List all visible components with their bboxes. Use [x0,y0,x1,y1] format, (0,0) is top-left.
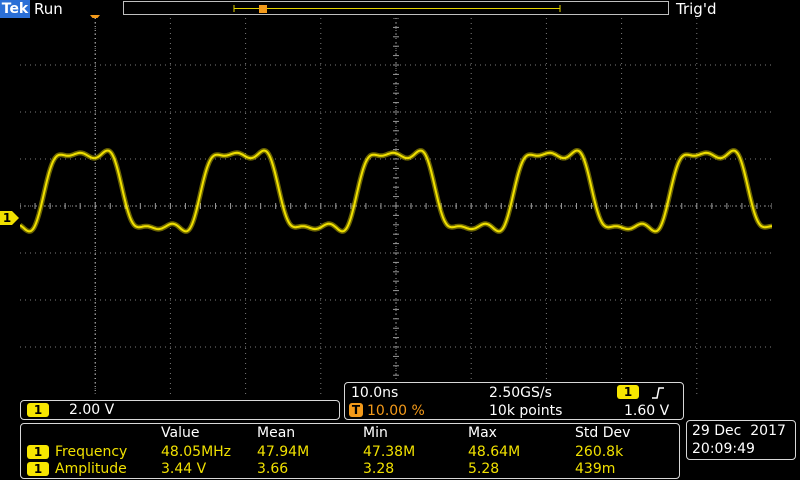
rising-edge-icon [651,385,665,404]
measurement-name: Frequency [55,444,128,460]
measurement-min: 47.38M [363,444,416,460]
sample-rate: 2.50GS/s [489,385,552,401]
measurement-channel-badge: 1 [27,462,49,476]
measurement-mean: 3.66 [257,461,289,477]
record-view-indicator [233,5,561,13]
measurement-value: 48.05MHz [161,444,232,460]
time-per-division: 10.0ns [351,385,399,401]
channel1-ground-marker[interactable]: 1 [0,210,20,226]
channel1-marker-label: 1 [2,211,12,225]
measurement-header-std-dev: Std Dev [575,425,631,441]
graticule-and-trace [18,17,773,395]
waveform-display[interactable] [18,17,773,395]
channel1-badge: 1 [27,403,49,417]
trigger-status: Trig'd [676,0,717,18]
channel1-scale: 2.00 V [69,402,115,418]
channel1-trace [19,149,772,233]
measurement-header-max: Max [468,425,497,441]
measurement-header-mean: Mean [257,425,296,441]
channel1-marker-icon [0,211,19,225]
measurement-max: 48.64M [468,444,521,460]
trigger-position-percent: 10.00 % [367,403,425,419]
measurement-header-value: Value [161,425,200,441]
measurement-header-min: Min [363,425,388,441]
measurement-mean: 47.94M [257,444,310,460]
channel1-scale-panel[interactable]: 1 2.00 V [20,400,340,420]
datetime-panel[interactable]: 29 Dec 2017 20:09:49 [686,420,796,460]
measurement-panel[interactable]: Value Mean Min Max Std Dev 1 Frequency 4… [20,423,680,479]
record-length: 10k points [489,403,563,419]
measurement-row-frequency[interactable]: 1 Frequency 48.05MHz 47.94M 47.38M 48.64… [21,443,677,461]
trigger-source-badge: 1 [617,385,639,399]
trigger-level: 1.60 V [624,403,670,419]
measurement-row-amplitude[interactable]: 1 Amplitude 3.44 V 3.66 3.28 5.28 439m [21,460,677,478]
record-view-bar[interactable] [123,1,669,15]
measurement-value: 3.44 V [161,461,207,477]
measurement-std-dev: 439m [575,461,616,477]
trigger-position-badge: T [349,403,363,417]
horizontal-panel[interactable]: 10.0ns 2.50GS/s 1 T 10.00 % 10k points 1… [344,382,684,420]
time-display: 20:09:49 [692,441,755,457]
measurement-channel-badge: 1 [27,445,49,459]
measurement-max: 5.28 [468,461,500,477]
measurement-std-dev: 260.8k [575,444,624,460]
measurement-min: 3.28 [363,461,395,477]
acquisition-state: Run [34,0,63,18]
measurement-name: Amplitude [55,461,127,477]
tek-logo: Tek [0,0,30,18]
date-display: 29 Dec 2017 [692,423,786,439]
